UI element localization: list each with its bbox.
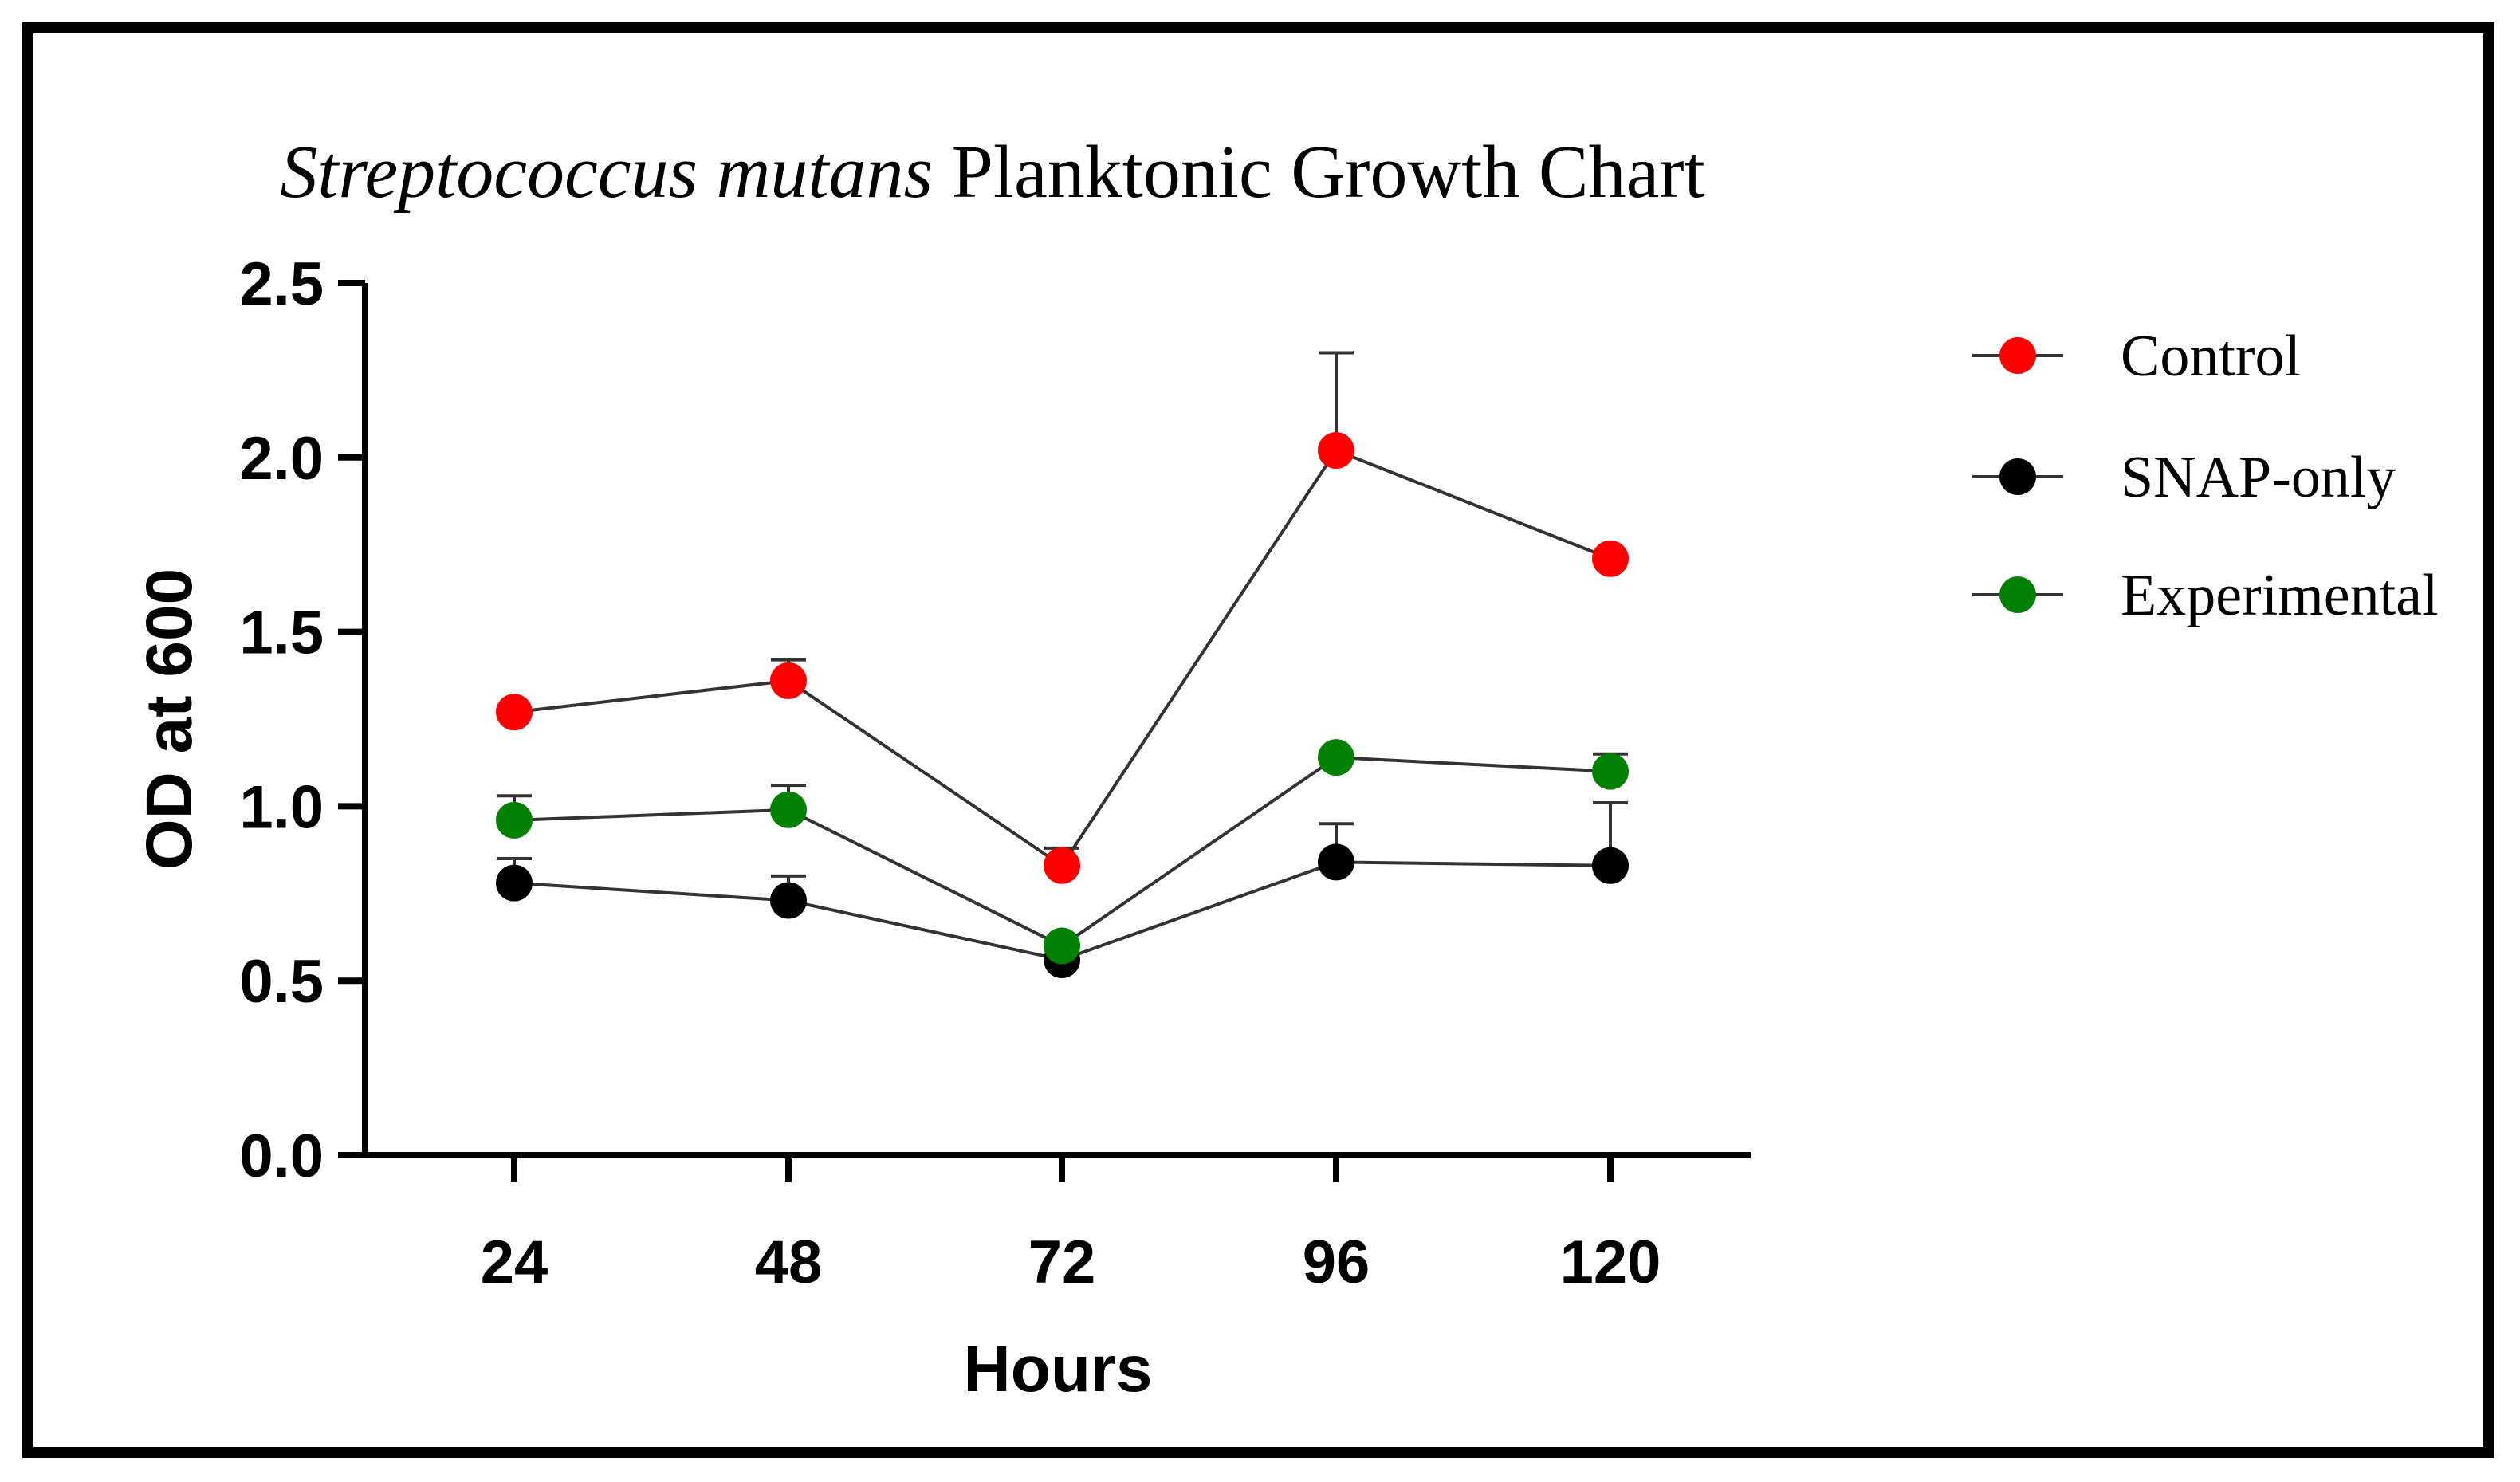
data-point xyxy=(496,801,533,839)
y-tick-label: 0.0 xyxy=(239,1122,324,1190)
data-point xyxy=(1318,843,1354,881)
y-axis-title: OD at 600 xyxy=(133,568,206,870)
x-tick-label: 48 xyxy=(755,1228,823,1296)
legend-label: SNAP-only xyxy=(2121,445,2396,510)
x-axis-title: Hours xyxy=(964,1333,1153,1405)
y-ticks: 0.0 0.5 1.0 1.5 2.0 2.5 xyxy=(239,250,365,1190)
data-point xyxy=(496,694,533,731)
y-tick-label: 2.0 xyxy=(239,425,324,493)
figure-frame: Streptococcus mutans Planktonic Growth C… xyxy=(22,22,2494,1458)
data-point xyxy=(1044,847,1080,884)
data-point xyxy=(1318,739,1354,776)
chart-title-rest: Planktonic Growth Chart xyxy=(933,131,1705,214)
legend-label: Control xyxy=(2121,324,2301,389)
legend-item: SNAP-only xyxy=(1972,445,2396,510)
x-tick-label: 120 xyxy=(1560,1228,1661,1296)
data-point xyxy=(1592,753,1629,790)
data-point xyxy=(770,882,807,919)
legend-marker xyxy=(1999,337,2036,374)
legend-marker xyxy=(1999,458,2036,495)
data-point xyxy=(1318,432,1354,470)
legend: Control SNAP-only Experimental xyxy=(1972,324,2439,628)
series-line xyxy=(513,448,1611,868)
y-tick-label: 2.5 xyxy=(239,250,324,318)
legend-item: Control xyxy=(1972,324,2301,389)
series-control xyxy=(513,351,1611,868)
x-tick-label: 24 xyxy=(481,1228,548,1296)
legend-item: Experimental xyxy=(1972,563,2439,628)
data-point xyxy=(1592,847,1629,884)
x-tick-label: 96 xyxy=(1303,1228,1370,1296)
y-tick-label: 0.5 xyxy=(239,948,324,1016)
chart-title-italic: Streptococcus mutans xyxy=(280,131,933,214)
data-point xyxy=(770,791,807,828)
x-tick-label: 72 xyxy=(1028,1228,1096,1296)
data-point xyxy=(1592,540,1629,577)
legend-marker xyxy=(1999,576,2036,613)
y-tick-label: 1.0 xyxy=(239,773,324,841)
y-tick-label: 1.5 xyxy=(239,599,324,667)
legend-label: Experimental xyxy=(2121,563,2439,628)
data-point xyxy=(1044,927,1080,965)
series-layer xyxy=(496,351,1629,978)
x-ticks: 24 48 72 96 120 xyxy=(481,1155,1661,1296)
chart: Streptococcus mutans Planktonic Growth C… xyxy=(133,131,2439,1405)
data-point xyxy=(770,662,807,699)
data-point xyxy=(496,864,533,902)
chart-title: Streptococcus mutans Planktonic Growth C… xyxy=(280,131,1704,214)
